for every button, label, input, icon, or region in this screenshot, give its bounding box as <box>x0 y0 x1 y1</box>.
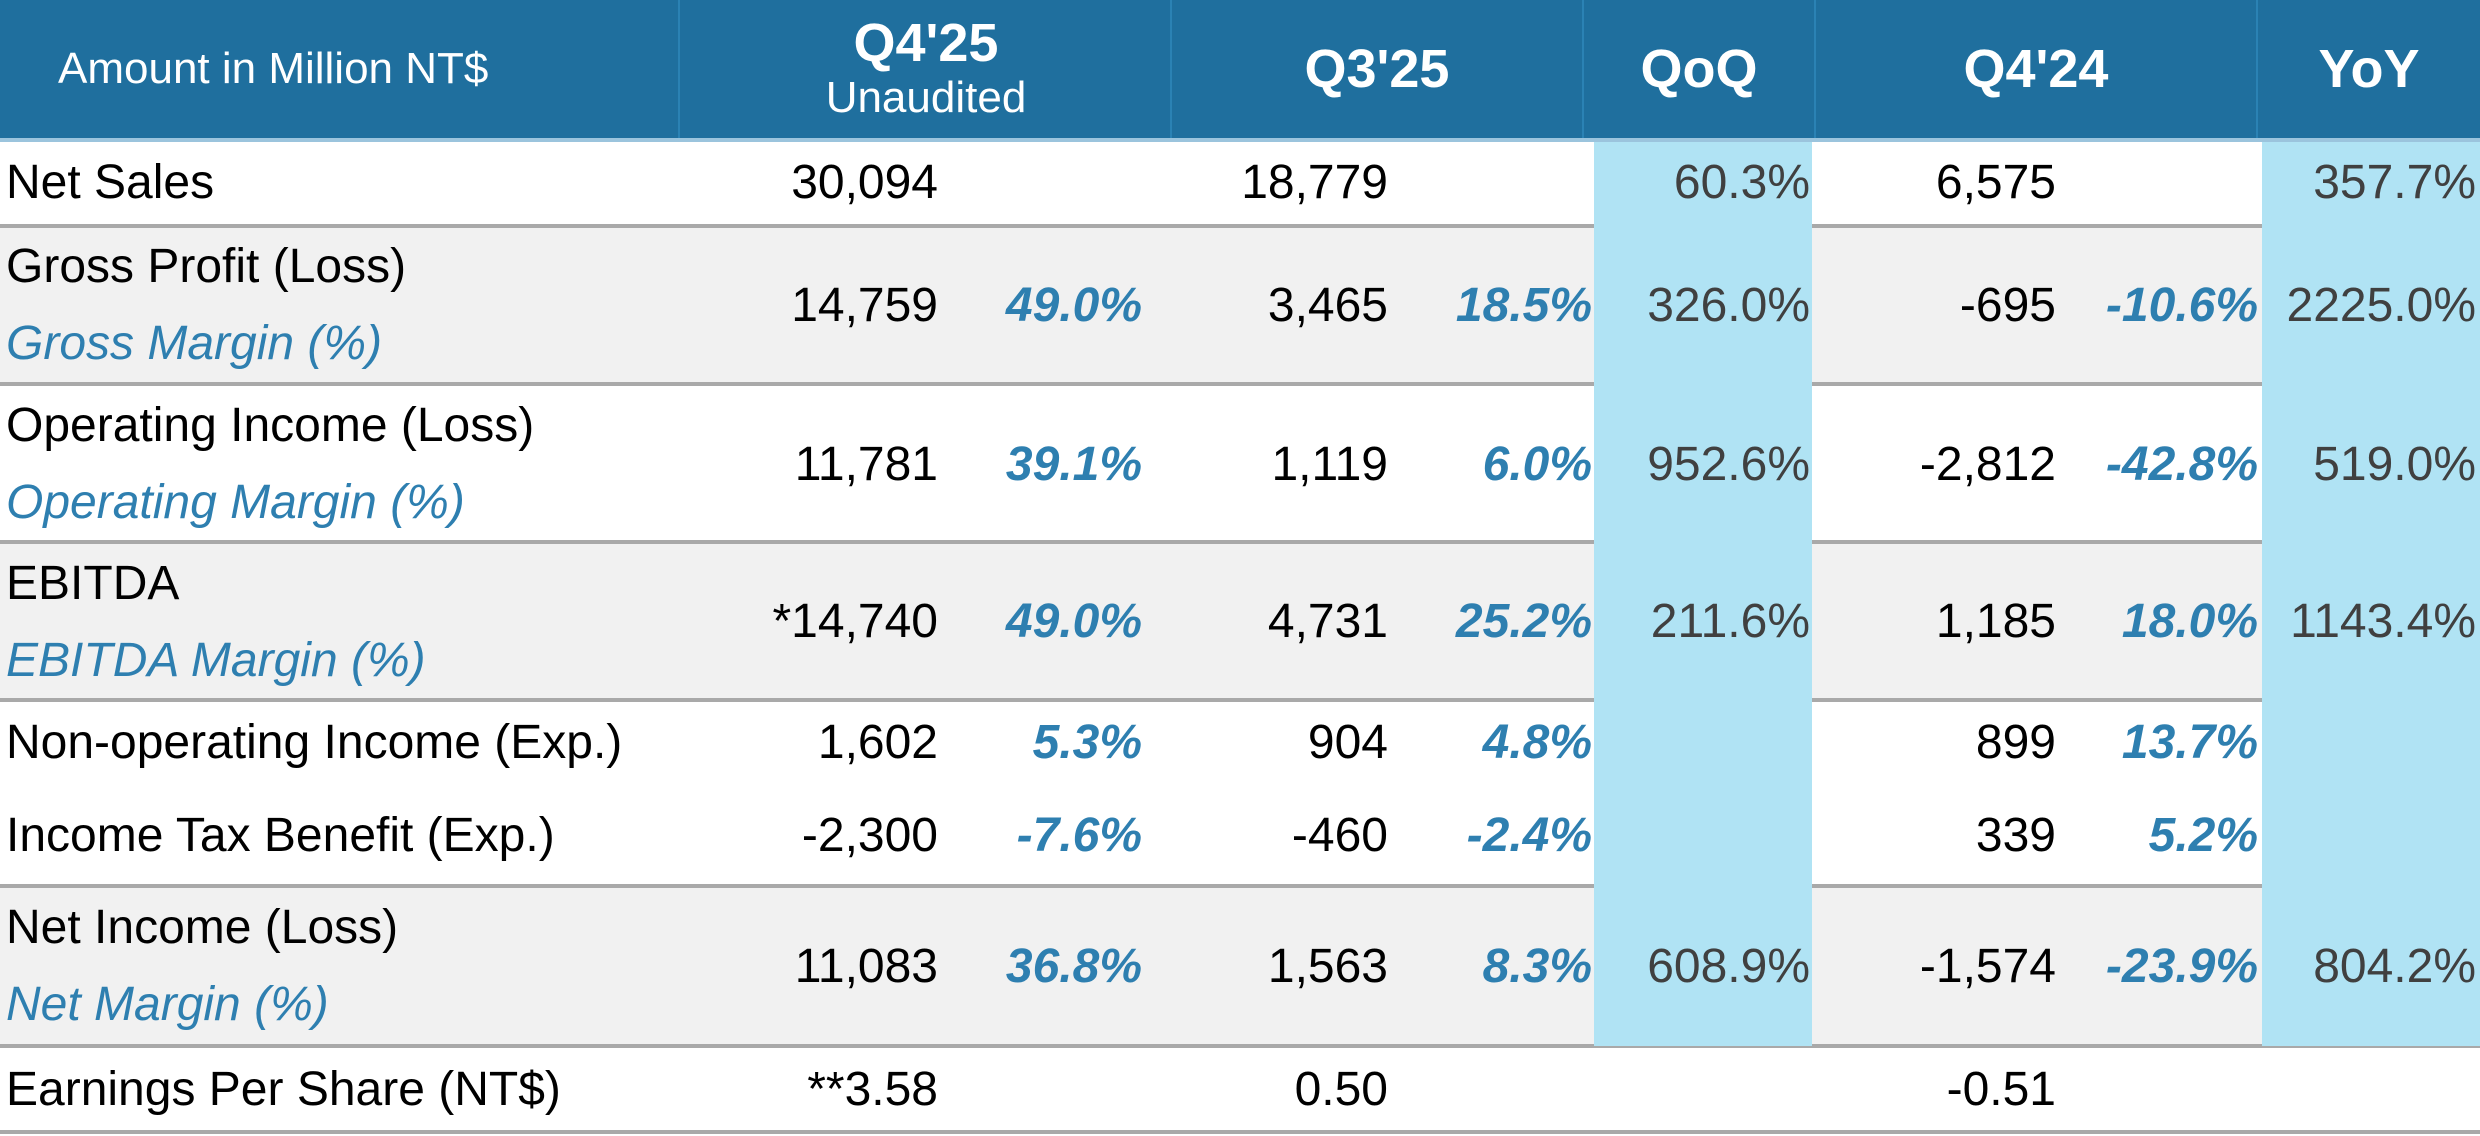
net-sales-label: Net Sales <box>6 156 215 209</box>
net-income-q4-25: 11,083 <box>794 940 938 993</box>
table-row-operating-income <box>0 386 2480 544</box>
net-income-yoy: 804.2% <box>2313 940 2476 993</box>
header-qoq-label: QoQ <box>1640 39 1758 99</box>
net-margin-q3-25: 8.3% <box>1482 940 1592 993</box>
operating-income-q4-24: -2,812 <box>1919 438 2056 491</box>
gross-margin-q3-25: 18.5% <box>1455 279 1592 332</box>
net-sales-q4-24: 6,575 <box>1935 156 2056 209</box>
header-divider <box>0 138 2480 142</box>
eps-q3-25: 0.50 <box>1294 1063 1388 1116</box>
non-operating-q4-24: 899 <box>1975 716 2056 769</box>
ebitda-margin-q3-25: 25.2% <box>1455 595 1592 648</box>
operating-income-q4-25: 11,781 <box>794 438 938 491</box>
eps-q4-25: **3.58 <box>807 1063 938 1116</box>
gross-profit-qoq: 326.0% <box>1647 279 1810 332</box>
non-operating-label: Non-operating Income (Exp.) <box>6 716 623 769</box>
header-yoy-label: YoY <box>2318 39 2420 99</box>
table-header: Amount in Million NT$ Q4'25 Unaudited Q3… <box>0 0 2480 138</box>
qoq-column-highlight <box>1594 142 1812 1046</box>
ebitda-q3-25: 4,731 <box>1267 595 1388 648</box>
net-income-q3-25: 1,563 <box>1267 940 1388 993</box>
gross-margin-q4-25: 49.0% <box>1005 279 1142 332</box>
non-operating-q4-25: 1,602 <box>817 716 938 769</box>
operating-income-qoq: 952.6% <box>1647 438 1810 491</box>
operating-margin-q4-24: -42.8% <box>2105 438 2258 491</box>
gross-profit-q4-24: -695 <box>1959 279 2056 332</box>
gross-profit-label: Gross Profit (Loss) <box>6 240 407 293</box>
net-margin-q4-24: -23.9% <box>2105 940 2258 993</box>
income-tax-q4-25: -2,300 <box>801 809 938 862</box>
header-yoy: YoY <box>2258 0 2480 138</box>
ebitda-margin-q4-24: 18.0% <box>2121 595 2258 648</box>
net-sales-q4-25: 30,094 <box>791 156 938 209</box>
net-income-label: Net Income (Loss) <box>6 901 399 954</box>
header-q4-25-label: Q4'25 <box>853 13 999 73</box>
ebitda-yoy: 1143.4% <box>2290 595 2476 648</box>
operating-income-yoy: 519.0% <box>2313 438 2476 491</box>
operating-margin-q4-25: 39.1% <box>1005 438 1142 491</box>
non-operating-pct-q3-25: 4.8% <box>1482 716 1592 769</box>
table-row-net-sales <box>0 142 2480 228</box>
table-row-eps <box>0 1048 2480 1134</box>
gross-profit-q4-25: 14,759 <box>791 279 938 332</box>
net-margin-q4-25: 36.8% <box>1005 940 1142 993</box>
gross-margin-label: Gross Margin (%) <box>6 317 383 370</box>
operating-income-q3-25: 1,119 <box>1271 438 1388 491</box>
net-income-qoq: 608.9% <box>1647 940 1810 993</box>
header-q4-24: Q4'24 <box>1816 0 2258 138</box>
ebitda-q4-24: 1,185 <box>1935 595 2056 648</box>
income-tax-pct-q4-25: -7.6% <box>1016 809 1142 862</box>
income-tax-pct-q4-24: 5.2% <box>2148 809 2258 862</box>
header-q4-25-sublabel: Unaudited <box>825 73 1027 122</box>
operating-margin-q3-25: 6.0% <box>1482 438 1592 491</box>
yoy-column-highlight <box>2262 142 2480 1046</box>
gross-profit-q3-25: 3,465 <box>1267 279 1388 332</box>
header-qoq: QoQ <box>1584 0 1816 138</box>
table-row-ebitda <box>0 544 2480 702</box>
header-q3-25: Q3'25 <box>1172 0 1584 138</box>
eps-label: Earnings Per Share (NT$) <box>6 1063 561 1116</box>
header-amount-text: Amount in Million NT$ <box>58 44 489 93</box>
header-q4-25: Q4'25 Unaudited <box>682 0 1172 138</box>
net-sales-q3-25: 18,779 <box>1241 156 1388 209</box>
income-tax-label: Income Tax Benefit (Exp.) <box>6 809 555 862</box>
operating-income-label: Operating Income (Loss) <box>6 399 535 452</box>
ebitda-label: EBITDA <box>6 557 180 610</box>
ebitda-q4-25: *14,740 <box>772 595 939 648</box>
net-margin-label: Net Margin (%) <box>6 978 329 1031</box>
net-sales-yoy: 357.7% <box>2313 156 2476 209</box>
table-row-net-income <box>0 888 2480 1048</box>
gross-profit-yoy: 2225.0% <box>2286 279 2477 332</box>
non-operating-pct-q4-24: 13.7% <box>2121 716 2258 769</box>
eps-q4-24: -0.51 <box>1946 1063 2056 1116</box>
income-tax-pct-q3-25: -2.4% <box>1466 809 1592 862</box>
ebitda-margin-q4-25: 49.0% <box>1005 595 1142 648</box>
net-income-q4-24: -1,574 <box>1919 940 2056 993</box>
ebitda-margin-label: EBITDA Margin (%) <box>6 634 426 687</box>
income-tax-q4-24: 339 <box>1975 809 2056 862</box>
header-amount-label: Amount in Million NT$ <box>0 0 680 138</box>
table-row-non-operating-and-tax <box>0 702 2480 888</box>
header-q3-25-label: Q3'25 <box>1304 39 1450 99</box>
header-q4-24-label: Q4'24 <box>1963 39 2109 99</box>
non-operating-q3-25: 904 <box>1307 716 1388 769</box>
operating-margin-label: Operating Margin (%) <box>6 476 465 529</box>
net-sales-qoq: 60.3% <box>1673 156 1810 209</box>
non-operating-pct-q4-25: 5.3% <box>1032 716 1142 769</box>
gross-margin-q4-24: -10.6% <box>2105 279 2258 332</box>
table-row-gross-profit <box>0 228 2480 386</box>
ebitda-qoq: 211.6% <box>1650 595 1810 648</box>
income-tax-q3-25: -460 <box>1291 809 1388 862</box>
